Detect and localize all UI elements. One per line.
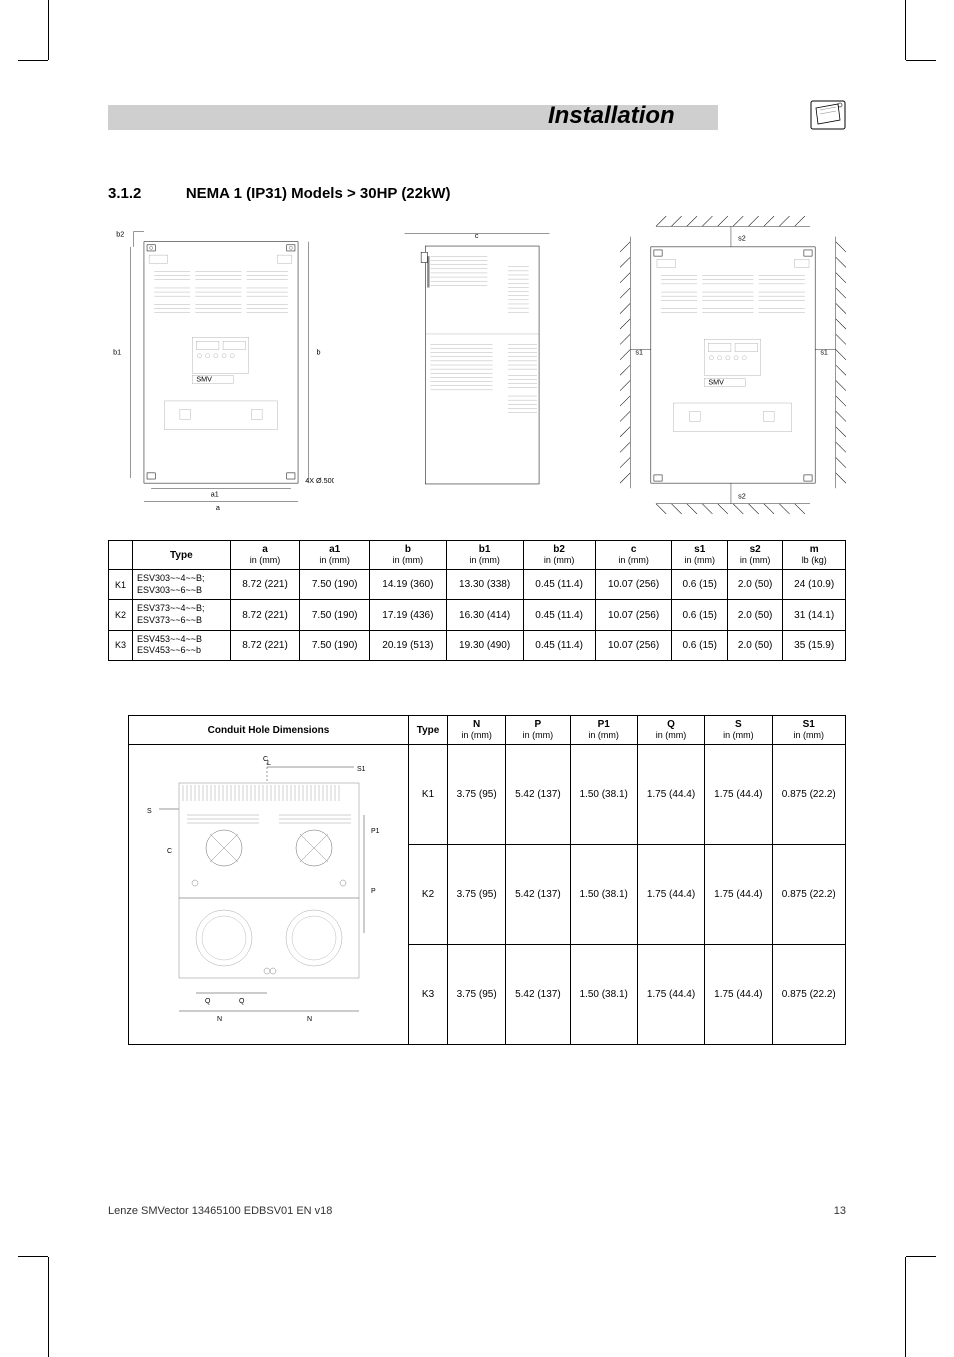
svg-text:s2: s2 xyxy=(738,492,746,501)
svg-text:SMV: SMV xyxy=(196,374,212,383)
svg-text:SMV: SMV xyxy=(708,378,724,387)
svg-text:b1: b1 xyxy=(113,348,121,357)
svg-text:s2: s2 xyxy=(738,234,746,243)
page-title: Installation xyxy=(548,102,675,130)
svg-text:4X Ø.500: 4X Ø.500 xyxy=(305,476,334,485)
svg-text:C: C xyxy=(167,848,172,855)
svg-text:S: S xyxy=(147,808,152,815)
conduit-table: Conduit Hole Dimensions Type Nin (mm) Pi… xyxy=(128,715,846,1045)
svg-text:P1: P1 xyxy=(371,828,380,835)
drive-icon xyxy=(810,100,846,130)
footer-page: 13 xyxy=(834,1205,846,1217)
dimension-diagrams: b2 b1 b xyxy=(108,215,846,515)
svg-text:s1: s1 xyxy=(635,348,643,357)
svg-text:Q: Q xyxy=(239,998,245,1005)
svg-text:Q: Q xyxy=(205,998,211,1005)
svg-text:L: L xyxy=(267,760,271,767)
dimensions-table: Type ain (mm) a1in (mm) bin (mm) b1in (m… xyxy=(108,540,846,661)
svg-text:b2: b2 xyxy=(116,230,124,239)
svg-text:N: N xyxy=(217,1016,222,1023)
footer-left: Lenze SMVector 13465100 EDBSV01 EN v18 xyxy=(108,1205,332,1217)
svg-text:P: P xyxy=(371,888,376,895)
svg-text:b: b xyxy=(317,348,321,357)
section-number: 3.1.2 xyxy=(108,185,141,202)
svg-text:S1: S1 xyxy=(357,766,366,773)
section-title: NEMA 1 (IP31) Models > 30HP (22kW) xyxy=(186,185,451,202)
svg-text:s1: s1 xyxy=(820,348,828,357)
svg-text:a: a xyxy=(216,503,220,512)
svg-text:c: c xyxy=(475,231,479,240)
svg-text:N: N xyxy=(307,1016,312,1023)
svg-text:a1: a1 xyxy=(211,489,219,498)
